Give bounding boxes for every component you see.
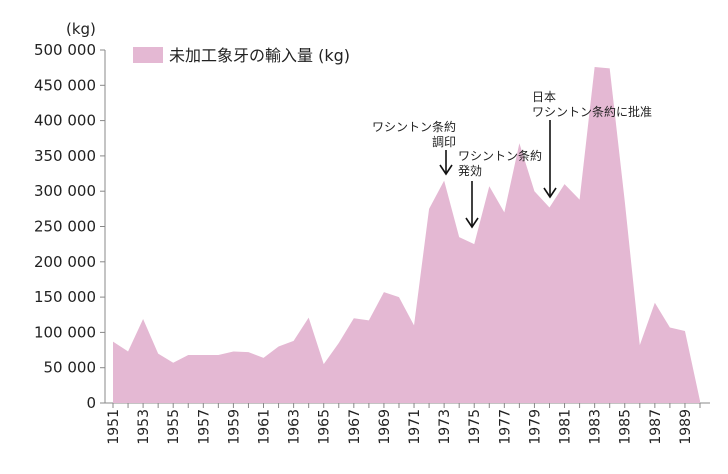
y-tick-label: 150 000 — [34, 288, 96, 306]
x-tick-label: 1981 — [558, 409, 574, 445]
annotation-arrow-head — [439, 164, 453, 176]
x-tick-label: 1957 — [196, 409, 212, 445]
y-tick-label: 200 000 — [34, 253, 96, 271]
x-tick-label: 1953 — [136, 409, 152, 445]
annotation-arrow-head — [465, 217, 479, 229]
legend: 未加工象牙の輸入量 (kg) — [133, 46, 350, 65]
y-tick-label: 500 000 — [34, 41, 96, 59]
x-tick-label: 1965 — [317, 409, 333, 445]
annotation-text: ワシントン条約 — [458, 148, 542, 163]
x-axis: 1951 1953 1955 1957 1959 1961 1963 1965 1967 1969… — [105, 402, 710, 445]
y-axis: 0 50 000 100 000 150 000 200 000 250 000 300 0… — [34, 41, 106, 412]
x-tick-label: 1983 — [588, 409, 604, 445]
legend-swatch — [133, 47, 163, 63]
x-tick-label: 1961 — [257, 409, 273, 445]
y-tick-label: 350 000 — [34, 147, 96, 165]
x-tick-label: 1951 — [106, 409, 122, 445]
x-tick-label: 1967 — [347, 409, 363, 445]
series-area-ivory-imports — [113, 66, 700, 403]
y-unit-label: (kg) — [66, 20, 96, 38]
y-tick-label: 450 000 — [34, 76, 96, 94]
y-tick-label: 100 000 — [34, 323, 96, 341]
annotation-text: 調印 — [432, 135, 456, 149]
annotation-text: ワシントン条約に批准 — [532, 104, 652, 119]
x-tick-label: 1985 — [618, 409, 634, 445]
x-tick-label: 1959 — [226, 409, 242, 445]
x-tick-label: 1963 — [287, 409, 303, 445]
y-tick-label: 400 000 — [34, 112, 96, 130]
x-tick-label: 1989 — [678, 409, 694, 445]
annotation-text: ワシントン条約 — [372, 119, 456, 134]
x-tick-label: 1973 — [437, 409, 453, 445]
y-tick-label: 0 — [86, 394, 96, 412]
x-tick-label: 1987 — [648, 409, 664, 445]
legend-label: 未加工象牙の輸入量 (kg) — [169, 46, 350, 65]
y-tick-label: 50 000 — [44, 359, 97, 377]
x-tick-label: 1971 — [407, 409, 423, 445]
x-tick-label: 1975 — [467, 409, 483, 445]
x-tick-label: 1977 — [497, 409, 513, 445]
annotation-text: 発効 — [458, 163, 482, 178]
x-tick-label: 1979 — [527, 409, 543, 445]
y-tick-label: 250 000 — [34, 218, 96, 236]
x-tick-label: 1955 — [166, 409, 182, 445]
x-tick-label: 1969 — [377, 409, 393, 445]
annotation-text: 日本 — [532, 90, 556, 104]
y-tick-label: 300 000 — [34, 182, 96, 200]
annotation-arrow-head — [543, 187, 557, 199]
